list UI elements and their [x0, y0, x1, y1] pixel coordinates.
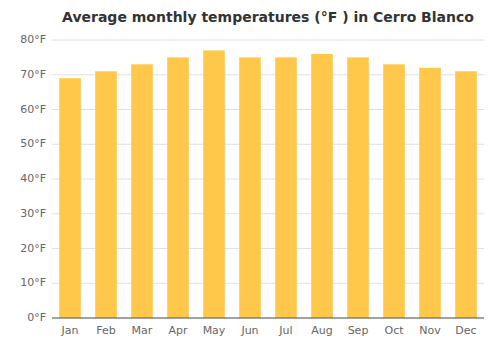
- x-tick-label: Jun: [240, 324, 258, 337]
- y-tick-label: 20°F: [20, 242, 46, 255]
- chart-container: Average monthly temperatures (°F ) in Ce…: [0, 0, 500, 350]
- x-axis-line: [52, 318, 484, 319]
- bars: [59, 50, 477, 318]
- bar: [59, 78, 81, 318]
- bar: [131, 64, 153, 318]
- chart: Average monthly temperatures (°F ) in Ce…: [0, 0, 500, 350]
- y-tick-label: 10°F: [20, 276, 46, 289]
- x-axis: Jan Feb Mar Apr May Jun Jul Aug Sep Oct Nov Dec: [61, 324, 477, 337]
- x-tick-label: Apr: [168, 324, 188, 337]
- bar: [383, 64, 405, 318]
- y-axis: 0°F 10°F 20°F 30°F 40°F 50°F 60°F 70°F 80°F: [20, 33, 484, 324]
- bar: [95, 71, 117, 318]
- x-tick-label: May: [203, 324, 226, 337]
- bar: [239, 57, 261, 318]
- grid-line: [52, 318, 484, 319]
- bar: [275, 57, 297, 318]
- x-tick-label: Jul: [278, 324, 292, 337]
- y-tick-label: 30°F: [20, 207, 46, 220]
- x-tick-label: Nov: [419, 324, 441, 337]
- grid-line: [52, 40, 484, 41]
- chart-title: Average monthly temperatures (°F ) in Ce…: [62, 9, 474, 25]
- x-tick-label: Dec: [455, 324, 476, 337]
- bar: [311, 54, 333, 318]
- x-tick-label: Oct: [384, 324, 404, 337]
- x-tick-label: Sep: [348, 324, 369, 337]
- x-tick-label: Mar: [132, 324, 153, 337]
- y-tick-label: 70°F: [20, 68, 46, 81]
- bar: [347, 57, 369, 318]
- y-tick-label: 0°F: [27, 311, 46, 324]
- x-tick-label: Jan: [61, 324, 79, 337]
- y-tick-label: 80°F: [20, 33, 46, 46]
- bar: [455, 71, 477, 318]
- x-tick-label: Aug: [311, 324, 332, 337]
- y-tick-label: 40°F: [20, 172, 46, 185]
- bar: [419, 68, 441, 318]
- bar: [203, 50, 225, 318]
- x-tick-label: Feb: [96, 324, 115, 337]
- y-tick-label: 50°F: [20, 137, 46, 150]
- y-tick-label: 60°F: [20, 103, 46, 116]
- bar: [167, 57, 189, 318]
